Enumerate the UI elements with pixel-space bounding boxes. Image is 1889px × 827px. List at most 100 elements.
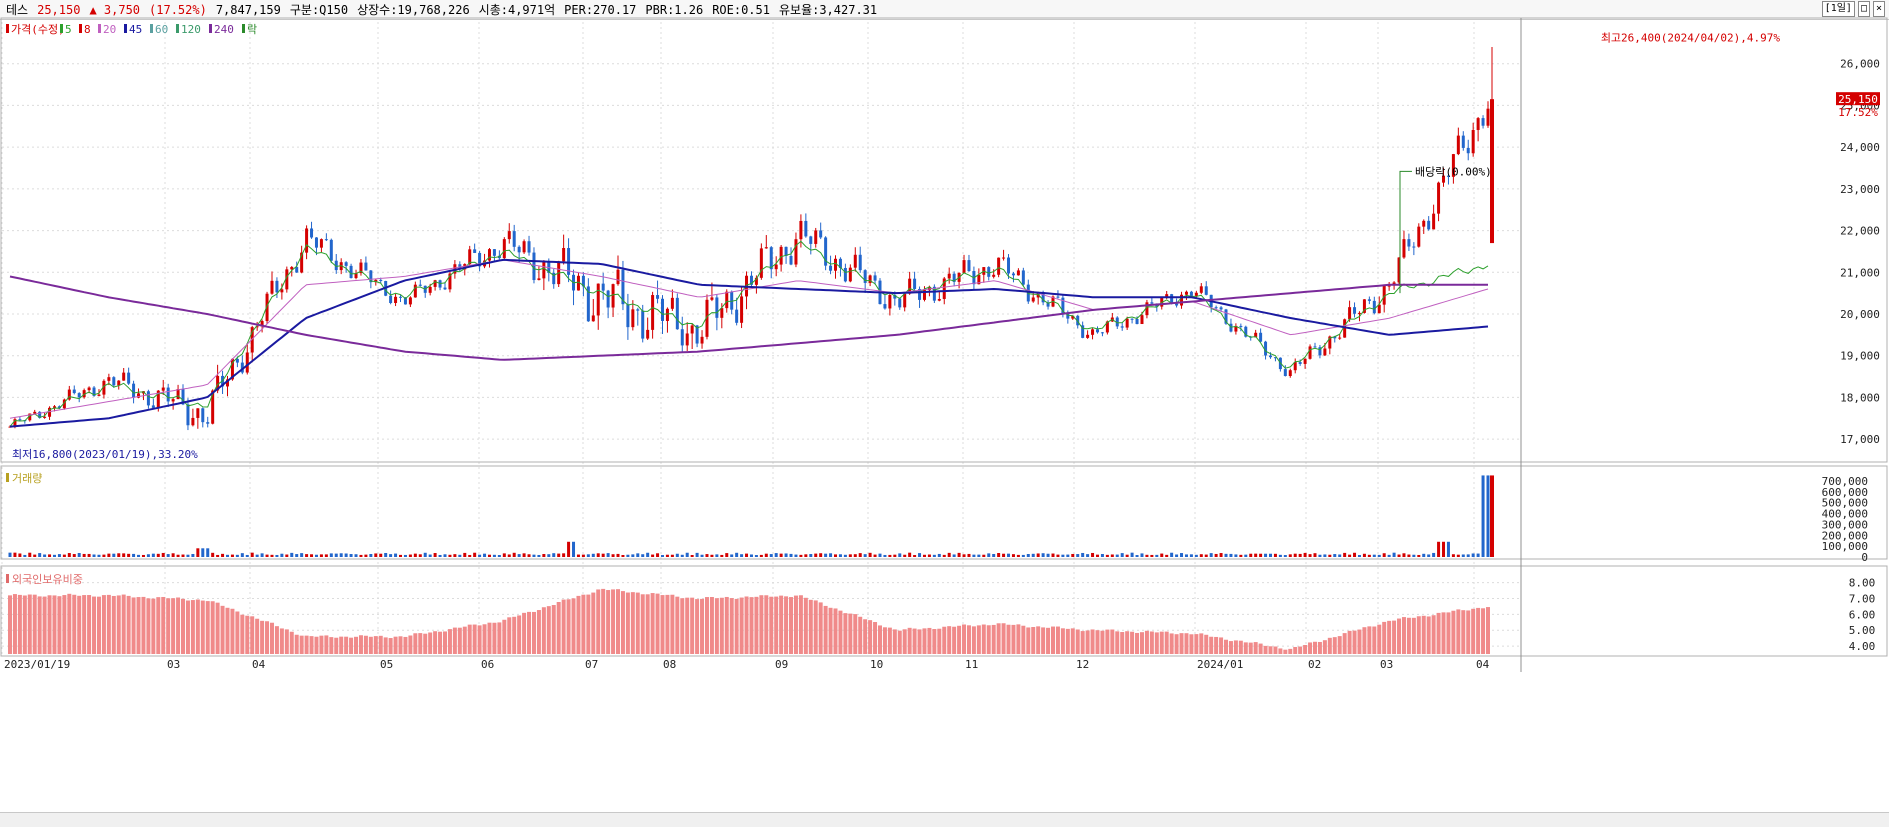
foreign-ratio-bar xyxy=(1120,632,1125,654)
foreign-ratio-bar xyxy=(551,605,556,654)
volume-bar xyxy=(908,552,912,557)
volume-bar xyxy=(448,554,452,557)
candle-body xyxy=(1402,239,1406,258)
candle-body xyxy=(389,295,393,304)
foreign-ratio-bar xyxy=(561,599,566,654)
foreign-ratio-bar xyxy=(1144,630,1149,654)
candle-body xyxy=(1387,285,1391,287)
foreign-ratio-bar xyxy=(591,592,596,654)
foreign-ratio-bar xyxy=(828,607,833,654)
volume-bar xyxy=(745,553,749,557)
foreign-ratio-bar xyxy=(630,592,635,654)
candle-body xyxy=(814,230,818,244)
candle-body xyxy=(329,239,333,261)
price-candles xyxy=(8,47,1494,431)
foreign-ratio-bar xyxy=(17,594,22,654)
volume-bar xyxy=(112,553,116,557)
volume-bar xyxy=(1422,553,1426,557)
volume-bar xyxy=(967,553,971,557)
volume-bar xyxy=(1417,554,1421,557)
candle-body xyxy=(670,297,674,309)
price-tick-label: 24,000 xyxy=(1840,141,1880,154)
volume-bar xyxy=(33,554,37,557)
volume-bar xyxy=(1456,554,1460,557)
candle-body xyxy=(324,239,328,241)
close-icon[interactable]: × xyxy=(1872,1,1885,17)
volume-bar xyxy=(117,553,121,557)
maximize-icon[interactable]: □ xyxy=(1857,1,1870,17)
volume-bar xyxy=(1278,554,1282,557)
candle-body xyxy=(1323,348,1327,356)
foreign-ratio-bar xyxy=(349,637,354,654)
candle-body xyxy=(379,279,383,281)
price-tick-label: 19,000 xyxy=(1840,350,1880,363)
foreign-ratio-bar xyxy=(423,633,428,654)
candle-body xyxy=(67,389,71,400)
foreign-ratio-bar xyxy=(1209,636,1214,654)
candle-body xyxy=(1120,326,1124,328)
candle-body xyxy=(394,296,398,304)
volume-bar xyxy=(1397,554,1401,557)
volume-bar xyxy=(52,554,56,557)
candle-body xyxy=(408,297,412,305)
candle-body xyxy=(1214,307,1218,309)
volume-bar xyxy=(1353,552,1357,557)
period-button[interactable]: [1일] xyxy=(1821,1,1855,17)
volume-bars xyxy=(8,475,1494,557)
candle-body xyxy=(290,267,294,270)
volume-bar xyxy=(43,554,47,557)
candle-body xyxy=(403,297,407,305)
volume-bar xyxy=(92,554,96,557)
foreign-ratio-bar xyxy=(200,600,205,654)
volume-bar xyxy=(1105,554,1109,557)
stock-name[interactable]: 테스 xyxy=(6,3,29,17)
foreign-ratio-bar xyxy=(818,602,823,654)
candle-body xyxy=(1417,226,1421,247)
chart-scrollbar[interactable] xyxy=(0,812,1889,827)
volume-bar xyxy=(1244,554,1248,557)
candle-body xyxy=(1338,337,1342,339)
volume-bar xyxy=(161,552,165,557)
foreign-ratio-bar xyxy=(363,635,368,654)
volume-bar xyxy=(695,552,699,557)
foreign-ratio-bar xyxy=(1278,648,1283,654)
foreign-ratio-bar xyxy=(645,594,650,654)
foreign-ratio-bar xyxy=(764,595,769,654)
foreign-ratio-bar xyxy=(373,636,378,654)
volume-bar xyxy=(1427,554,1431,557)
foreign-ratio-bar xyxy=(734,598,739,654)
candle-body xyxy=(492,249,496,256)
volume-bar xyxy=(814,553,818,557)
date-tick-label: 03 xyxy=(167,658,180,671)
volume-bar xyxy=(764,553,768,557)
volume-bar xyxy=(1229,553,1233,557)
foreign-ratio-bar xyxy=(27,594,32,654)
volume-bar xyxy=(48,554,52,557)
candle-body xyxy=(1145,302,1149,316)
candle-body xyxy=(1135,318,1139,325)
candle-body xyxy=(567,248,571,275)
volume-bar xyxy=(512,552,516,557)
volume-bar xyxy=(458,554,462,557)
volume-bar xyxy=(216,554,220,557)
volume-bar xyxy=(893,554,897,557)
foreign-ratio-bar xyxy=(161,596,166,654)
legend-swatch xyxy=(124,24,127,33)
volume-bar xyxy=(903,554,907,557)
candle-body xyxy=(1189,291,1193,296)
volume-bar xyxy=(379,553,383,557)
volume-bar xyxy=(463,552,467,557)
candle-body xyxy=(161,387,165,391)
candle-body xyxy=(176,389,180,400)
volume-bar xyxy=(492,554,496,557)
candle-body xyxy=(784,246,788,256)
foreign-ratio-bar xyxy=(250,616,255,654)
foreign-ratio-bar xyxy=(536,610,541,654)
candle-body xyxy=(1105,321,1109,333)
foreign-ratio-bar xyxy=(650,593,655,654)
candle-body xyxy=(903,293,907,308)
candle-body xyxy=(626,304,630,328)
volume-bar xyxy=(918,553,922,557)
moving-average-lines xyxy=(9,240,1489,428)
